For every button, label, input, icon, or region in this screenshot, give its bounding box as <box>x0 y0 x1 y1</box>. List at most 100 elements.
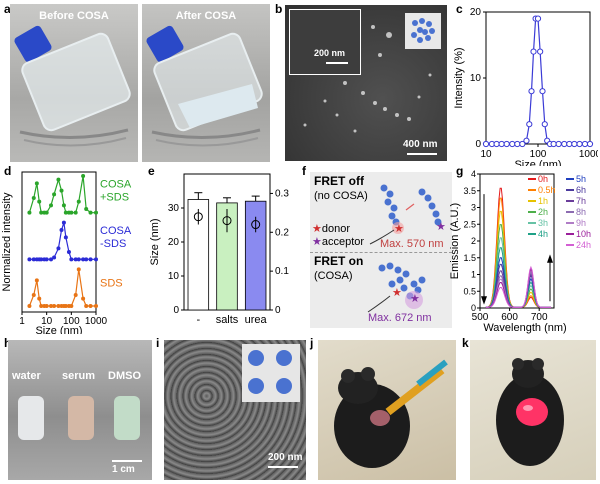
chart-g-legend-label: 10h <box>576 229 591 239</box>
chart-d-point <box>34 278 39 283</box>
chart-d-point <box>88 257 93 262</box>
emission-spectra-chart: 500 600 700 0 0.5 1 1.5 2 2.5 3 3.5 4 Wavelength (nm… <box>450 169 591 334</box>
chart-g-up-arrowhead <box>547 254 553 263</box>
chart-c-point <box>550 140 557 148</box>
chart-g-ytick-label: 2 <box>471 236 476 246</box>
panel-label-e: e <box>148 164 155 178</box>
chart-g-legend-label: 3h <box>538 218 548 228</box>
chart-d-point <box>52 255 57 260</box>
chart-d-point <box>52 304 57 308</box>
panel-label-a: a <box>4 2 11 16</box>
chart-d-point <box>31 293 36 297</box>
chart-g-ytick-label: 4 <box>471 169 476 179</box>
panel-label-f: f <box>302 164 306 178</box>
vial-water <box>18 396 44 440</box>
sem-inset: 200 nm <box>289 9 361 75</box>
chart-c-point <box>539 88 546 95</box>
chart-c-point <box>534 15 542 22</box>
vial-after-illustration <box>146 25 263 147</box>
chart-d-point <box>63 210 68 215</box>
chart-d-series-line <box>29 222 96 260</box>
chart-d-legend-label: -SDS <box>100 238 126 250</box>
max-570-label: Max. 570 nm <box>380 238 444 250</box>
chart-e-pdi-point <box>193 212 203 222</box>
chart-d-point <box>56 304 61 308</box>
chart-e-category-label: salts <box>216 314 239 326</box>
chart-d-xtick-label: 10 <box>41 316 53 327</box>
fret-on-title: FRET on <box>314 254 364 268</box>
vial-dmso <box>114 396 140 440</box>
chart-c-point <box>555 140 562 148</box>
chart-c-point <box>523 137 530 144</box>
chart-d-legend-label: SDS <box>100 278 123 290</box>
chart-d-point <box>81 174 86 178</box>
svg-text:★: ★ <box>392 287 402 299</box>
panel-a-photo-after: After COSA <box>142 4 270 162</box>
vial-serum <box>68 396 94 440</box>
chart-e-ytick-label: 10 <box>168 271 180 282</box>
acceptor-star-icon: ★ <box>312 236 322 248</box>
chart-g-ytick-label: 1 <box>471 270 476 280</box>
chart-g-xlabel: Wavelength (nm) <box>483 322 566 334</box>
panel-label-k: k <box>462 336 469 350</box>
fret-off-title: FRET off <box>314 174 364 188</box>
caption-after-cosa: After COSA <box>175 10 237 22</box>
chart-g-legend-label: 0h <box>538 174 548 184</box>
chart-d-point <box>27 210 32 215</box>
chart-d-point <box>73 210 78 215</box>
chart-d-point <box>37 296 42 301</box>
panel-label-j: j <box>310 336 314 350</box>
chart-e-pdi-point <box>251 220 261 230</box>
chart-c-point <box>526 121 533 128</box>
inset-scale-bar <box>326 62 348 64</box>
mouse-injection-photo <box>318 340 456 480</box>
chart-d-point <box>44 304 49 308</box>
label-water: water <box>12 370 41 382</box>
chart-c-ytick-label: 0 <box>475 139 481 150</box>
chart-g-legend-label: 4h <box>538 229 548 239</box>
chart-g-legend-label: 2h <box>538 207 548 217</box>
chart-c-point <box>530 48 537 55</box>
chart-d-point <box>63 235 68 240</box>
svg-text:★: ★ <box>394 223 404 235</box>
chart-e-y2tick-label: 0.1 <box>275 266 289 277</box>
chart-c-xtick-label: 1000 <box>579 149 598 160</box>
chart-d-point <box>27 304 32 308</box>
scale-label-200nm: 200 nm <box>268 452 303 463</box>
chart-e-ylabel: Size (nm) <box>149 218 161 265</box>
svg-text:★: ★ <box>410 293 420 305</box>
scale-label-1cm: 1 cm <box>112 464 135 475</box>
donor-legend: ★donor <box>312 222 350 235</box>
chart-c-xtick-label: 100 <box>530 149 547 160</box>
chart-c-point <box>541 121 548 128</box>
donor-label: donor <box>321 223 351 235</box>
chart-c-point <box>576 140 583 148</box>
chart-d-point <box>49 304 54 308</box>
max-672-label: Max. 672 nm <box>368 312 432 324</box>
chart-e-ytick-label: 0 <box>173 305 179 316</box>
chart-g-ylabel: Emission (A.U.) <box>450 203 461 279</box>
chart-c-point <box>482 140 490 148</box>
chart-d-point <box>94 257 98 262</box>
chart-e-y2tick-label: 0.2 <box>275 227 289 238</box>
chart-d-point <box>94 304 98 308</box>
label-dmso: DMSO <box>108 370 141 382</box>
chart-d-point <box>84 207 89 211</box>
chart-d-point <box>84 257 89 262</box>
chart-d-point <box>56 246 61 251</box>
chart-d-point <box>69 304 74 308</box>
chart-d-point <box>88 210 93 215</box>
chart-d-point <box>44 210 49 215</box>
chart-c-point <box>514 140 521 148</box>
chart-d-point <box>56 177 61 182</box>
chart-c-point <box>537 48 544 55</box>
polymer-coil-icon <box>411 18 435 43</box>
fret-divider <box>310 252 452 253</box>
chart-d-point <box>84 304 89 308</box>
mouse-gel-photo <box>470 340 596 480</box>
chart-d-point <box>49 203 54 208</box>
chart-d-point <box>59 228 64 232</box>
chart-d-point <box>76 257 81 262</box>
panel-b-sem-image: 200 nm 400 nm <box>285 5 447 161</box>
